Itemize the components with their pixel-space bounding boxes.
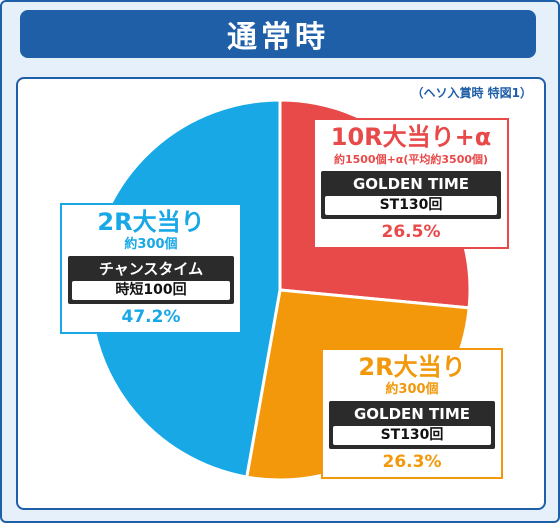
page-title: 通常時 (227, 20, 329, 55)
title-bar: 通常時 (20, 10, 536, 58)
mode-title: GOLDEN TIME (352, 175, 470, 193)
mode-detail: 時短100回 (72, 281, 230, 300)
mode-detail: ST130回 (333, 426, 491, 445)
slice-title: 2R大当り (97, 208, 205, 236)
slice-title: 10R大当り+α (330, 123, 492, 151)
mode-detail: ST130回 (325, 196, 497, 215)
mode-box: GOLDEN TIME ST130回 (329, 401, 495, 449)
slice-percent: 26.3% (382, 452, 442, 472)
slice-sub: 約1500個+α(平均約3500個) (333, 153, 489, 166)
slice-title: 2R大当り (358, 353, 466, 381)
slice-percent: 47.2% (121, 307, 181, 327)
mode-title: チャンスタイム (98, 260, 204, 278)
slice-label-2r-blue: 2R大当り 約300個 チャンスタイム 時短100回 47.2% (60, 203, 242, 334)
mode-title: GOLDEN TIME (353, 405, 471, 423)
mode-box: GOLDEN TIME ST130回 (321, 171, 501, 219)
slice-sub: 約300個 (385, 382, 439, 397)
slice-percent: 26.5% (381, 222, 441, 242)
slice-label-2r-orange: 2R大当り 約300個 GOLDEN TIME ST130回 26.3% (321, 348, 503, 479)
slice-label-10r: 10R大当り+α 約1500個+α(平均約3500個) GOLDEN TIME … (313, 118, 509, 249)
slice-sub: 約300個 (124, 237, 178, 252)
mode-box: チャンスタイム 時短100回 (68, 256, 234, 304)
hole-note: （ヘソ入賞時 特図1） (411, 86, 532, 100)
